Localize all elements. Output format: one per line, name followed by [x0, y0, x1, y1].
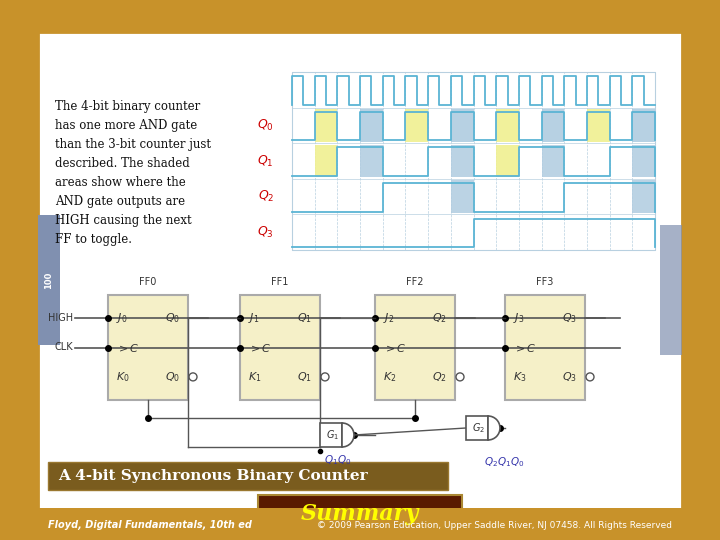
- Circle shape: [586, 373, 594, 381]
- Circle shape: [456, 373, 464, 381]
- Text: $J_2$: $J_2$: [383, 311, 395, 325]
- Text: Floyd, Digital Fundamentals, 10th ed: Floyd, Digital Fundamentals, 10th ed: [48, 520, 252, 530]
- Text: The 4-bit binary counter
has one more AND gate
than the 3-bit counter just
descr: The 4-bit binary counter has one more AN…: [55, 100, 211, 246]
- Text: FF2: FF2: [406, 277, 424, 287]
- Bar: [451, 109, 474, 142]
- Text: 100: 100: [45, 271, 53, 289]
- Text: CLK: CLK: [55, 342, 73, 353]
- Bar: [541, 145, 564, 177]
- Bar: [375, 295, 455, 400]
- Text: $J_3$: $J_3$: [513, 311, 524, 325]
- Bar: [0, 508, 720, 540]
- Text: $K_1$: $K_1$: [248, 370, 261, 384]
- Text: $Q_2$: $Q_2$: [258, 189, 274, 204]
- Bar: [505, 295, 585, 400]
- Bar: [451, 180, 474, 213]
- Bar: [660, 225, 682, 355]
- Text: Summary: Summary: [301, 503, 419, 525]
- Text: $>C$: $>C$: [383, 341, 406, 354]
- Bar: [632, 109, 655, 142]
- Text: $Q_1$: $Q_1$: [297, 370, 312, 384]
- Text: $J_1$: $J_1$: [248, 311, 259, 325]
- Text: $K_0$: $K_0$: [116, 370, 130, 384]
- Bar: [292, 72, 655, 250]
- Text: $Q_2Q_1Q_0$: $Q_2Q_1Q_0$: [484, 455, 524, 469]
- Text: $Q_2$: $Q_2$: [432, 311, 447, 325]
- Bar: [315, 109, 338, 142]
- Wedge shape: [488, 416, 500, 440]
- Bar: [38, 215, 60, 345]
- Bar: [108, 295, 188, 400]
- Text: FF3: FF3: [536, 277, 554, 287]
- Text: FF0: FF0: [139, 277, 157, 287]
- Bar: [258, 495, 462, 537]
- Text: $G_1$: $G_1$: [326, 428, 340, 442]
- Text: $Q_0$: $Q_0$: [165, 370, 180, 384]
- Text: $G_2$: $G_2$: [472, 421, 485, 435]
- Bar: [48, 462, 448, 490]
- Bar: [405, 109, 428, 142]
- Text: $K_2$: $K_2$: [383, 370, 397, 384]
- Text: $Q_0$: $Q_0$: [165, 311, 180, 325]
- Text: $Q_3$: $Q_3$: [562, 311, 577, 325]
- Circle shape: [321, 373, 329, 381]
- Bar: [360, 109, 383, 142]
- Bar: [632, 145, 655, 177]
- Text: HIGH: HIGH: [48, 313, 73, 323]
- Bar: [320, 423, 342, 447]
- Text: $Q_1Q_0$: $Q_1Q_0$: [324, 453, 351, 467]
- Text: $Q_2$: $Q_2$: [432, 370, 447, 384]
- Bar: [541, 109, 564, 142]
- Bar: [466, 416, 488, 440]
- Bar: [632, 180, 655, 213]
- Text: $J_0$: $J_0$: [116, 311, 127, 325]
- Bar: [315, 145, 338, 177]
- Text: $Q_1$: $Q_1$: [297, 311, 312, 325]
- Bar: [496, 109, 519, 142]
- Text: $Q_0$: $Q_0$: [257, 118, 274, 133]
- Text: $Q_1$: $Q_1$: [258, 153, 274, 168]
- Bar: [38, 32, 682, 510]
- Text: $Q_3$: $Q_3$: [257, 225, 274, 240]
- Bar: [587, 109, 610, 142]
- Text: $K_3$: $K_3$: [513, 370, 526, 384]
- Bar: [451, 145, 474, 177]
- Text: © 2009 Pearson Education, Upper Saddle River, NJ 07458. All Rights Reserved: © 2009 Pearson Education, Upper Saddle R…: [317, 521, 672, 530]
- Text: $>C$: $>C$: [248, 341, 271, 354]
- Wedge shape: [342, 423, 354, 447]
- Text: $Q_3$: $Q_3$: [562, 370, 577, 384]
- Bar: [360, 145, 383, 177]
- Circle shape: [189, 373, 197, 381]
- Text: $>C$: $>C$: [116, 341, 140, 354]
- Text: $>C$: $>C$: [513, 341, 536, 354]
- Bar: [240, 295, 320, 400]
- Text: A 4-bit Synchronous Binary Counter: A 4-bit Synchronous Binary Counter: [58, 469, 368, 483]
- Bar: [496, 145, 519, 177]
- Text: FF1: FF1: [271, 277, 289, 287]
